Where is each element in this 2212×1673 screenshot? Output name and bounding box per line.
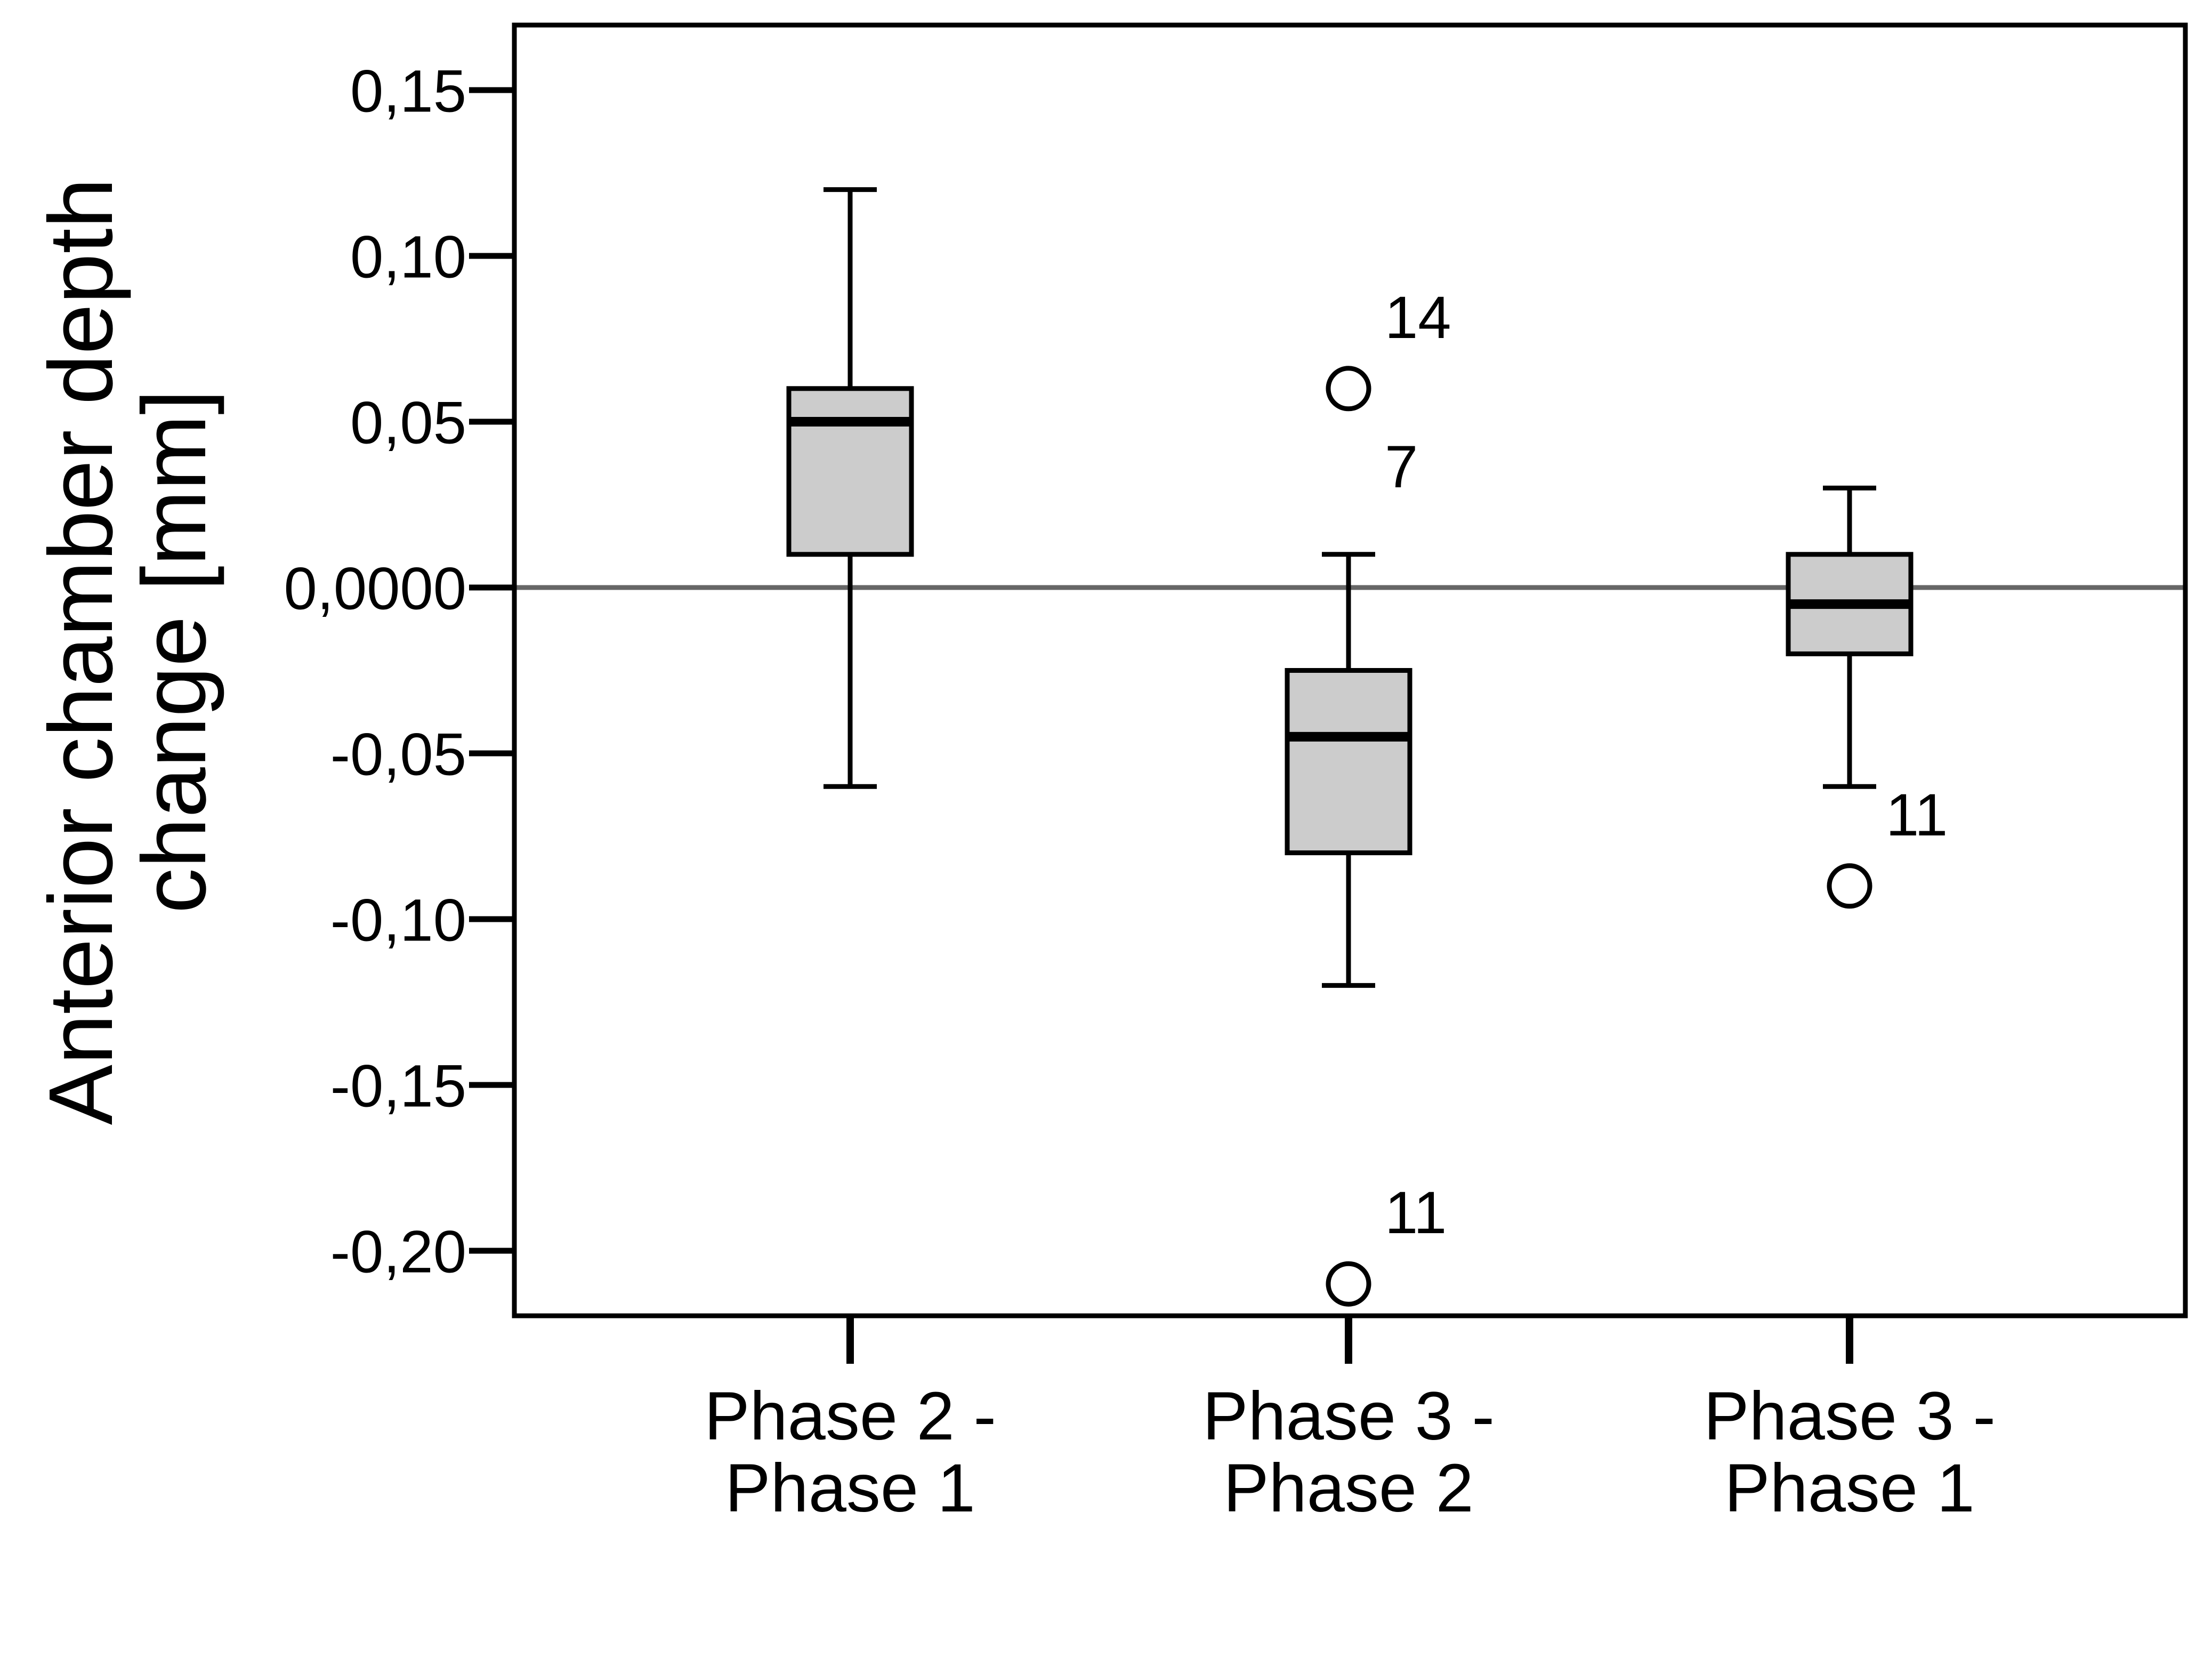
y-axis-title-line: change [mm] <box>124 390 225 914</box>
box-group: 11 <box>1786 485 1948 909</box>
y-tick-label: -0,20 <box>330 1218 466 1285</box>
y-tick-label: 0,15 <box>350 58 466 124</box>
x-tick-label: Phase 2 - <box>704 1378 996 1454</box>
y-tick-label: -0,10 <box>330 887 466 953</box>
outlier-point <box>1326 1261 1371 1307</box>
plot-frame <box>512 22 2188 1318</box>
iqr-box <box>1285 668 1412 856</box>
x-tick-label: Phase 3 - <box>1202 1378 1495 1454</box>
outlier-point <box>1326 366 1371 412</box>
x-tick-label: Phase 3 - <box>1704 1378 1996 1454</box>
x-tick-label: Phase 1 <box>1724 1450 1975 1526</box>
y-tick-label: 0,05 <box>350 389 466 456</box>
plot-content: 14 7 11 11 <box>514 187 2185 1307</box>
y-tick-label: 0,10 <box>350 223 466 290</box>
outlier-label: 14 <box>1385 284 1451 351</box>
y-axis-title-line: Anterior chamber depth <box>30 178 132 1125</box>
outlier-label: 11 <box>1886 782 1948 848</box>
box-group: 14 7 11 <box>1285 284 1451 1307</box>
y-tick-label: -0,15 <box>330 1052 466 1119</box>
y-tick-label: 0,0000 <box>284 555 466 622</box>
x-tick-label: Phase 2 <box>1223 1450 1474 1526</box>
outlier-label: 7 <box>1385 433 1418 500</box>
outlier-point <box>1827 863 1872 909</box>
outlier-label: 11 <box>1385 1179 1447 1246</box>
box-group <box>786 187 914 789</box>
y-tick-label: -0,05 <box>330 721 466 787</box>
iqr-box <box>786 386 914 557</box>
x-tick-label: Phase 1 <box>725 1450 975 1526</box>
y-axis: 0,15 0,10 0,05 0,0000 -0,05 -0,10 -0,15 -0,20 <box>284 58 514 1285</box>
